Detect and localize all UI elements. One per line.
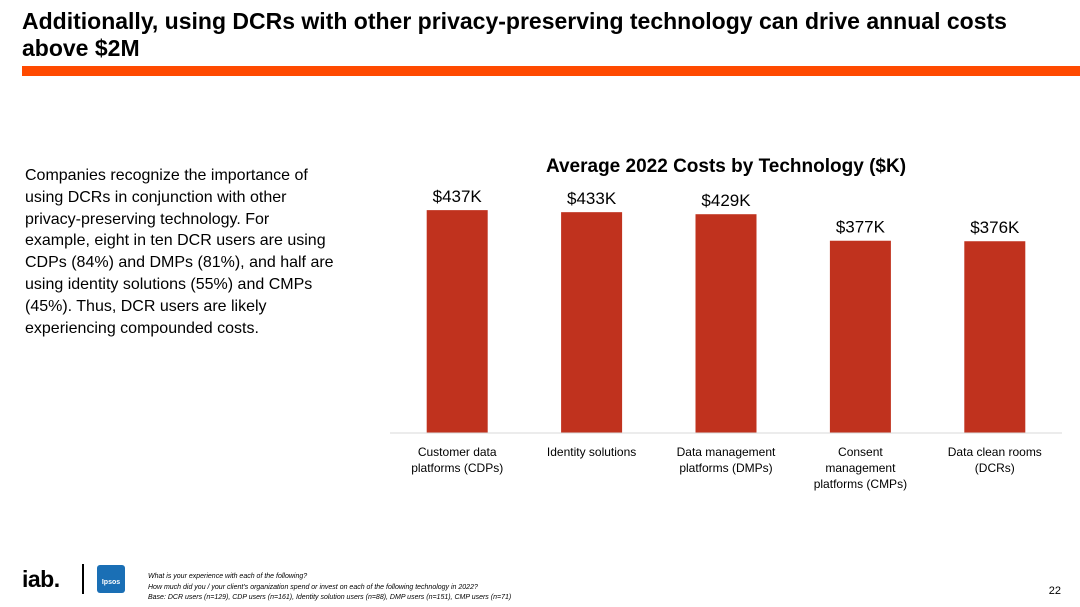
chart-title: Average 2022 Costs by Technology ($K) bbox=[545, 156, 907, 177]
category-label-1: Identity solutions bbox=[547, 445, 636, 459]
footnote-question-2: How much did you / your client’s organiz… bbox=[148, 583, 478, 591]
footer-logos: iab. Ipsos bbox=[22, 564, 132, 594]
data-label-1: $433K bbox=[567, 189, 617, 208]
data-label-2: $429K bbox=[701, 191, 751, 210]
bar-1 bbox=[561, 212, 623, 433]
bar-3 bbox=[829, 240, 891, 433]
body-paragraph: Companies recognize the importance of us… bbox=[25, 167, 334, 337]
iab-logo: iab. bbox=[22, 566, 60, 592]
category-label-3: Consent management platforms (CMPs) bbox=[814, 445, 907, 491]
footnote-question-1: What is your experience with each of the… bbox=[148, 573, 308, 580]
bar-0 bbox=[426, 210, 488, 433]
bar-2 bbox=[695, 214, 757, 433]
footnote-base: Base: DCR users (n=129), CDP users (n=16… bbox=[148, 594, 512, 601]
data-label-4: $376K bbox=[970, 218, 1020, 237]
data-label-0: $437K bbox=[433, 187, 483, 206]
category-label-0: Customer data platforms (CDPs) bbox=[411, 445, 503, 475]
ipsos-logo: Ipsos bbox=[97, 565, 125, 593]
data-label-3: $377K bbox=[836, 218, 886, 237]
title-accent-bar bbox=[22, 66, 1080, 76]
footnotes: What is your experience with each of the… bbox=[148, 572, 848, 604]
category-label-4: Data clean rooms (DCRs) bbox=[948, 445, 1042, 475]
logo-divider bbox=[82, 564, 84, 594]
page-number: 22 bbox=[1048, 585, 1061, 597]
ipsos-logo-text: Ipsos bbox=[101, 579, 121, 586]
category-label-2: Data management platforms (DMPs) bbox=[677, 445, 776, 475]
bar-4 bbox=[964, 241, 1026, 433]
slide-title: Additionally, using DCRs with other priv… bbox=[22, 8, 1007, 61]
